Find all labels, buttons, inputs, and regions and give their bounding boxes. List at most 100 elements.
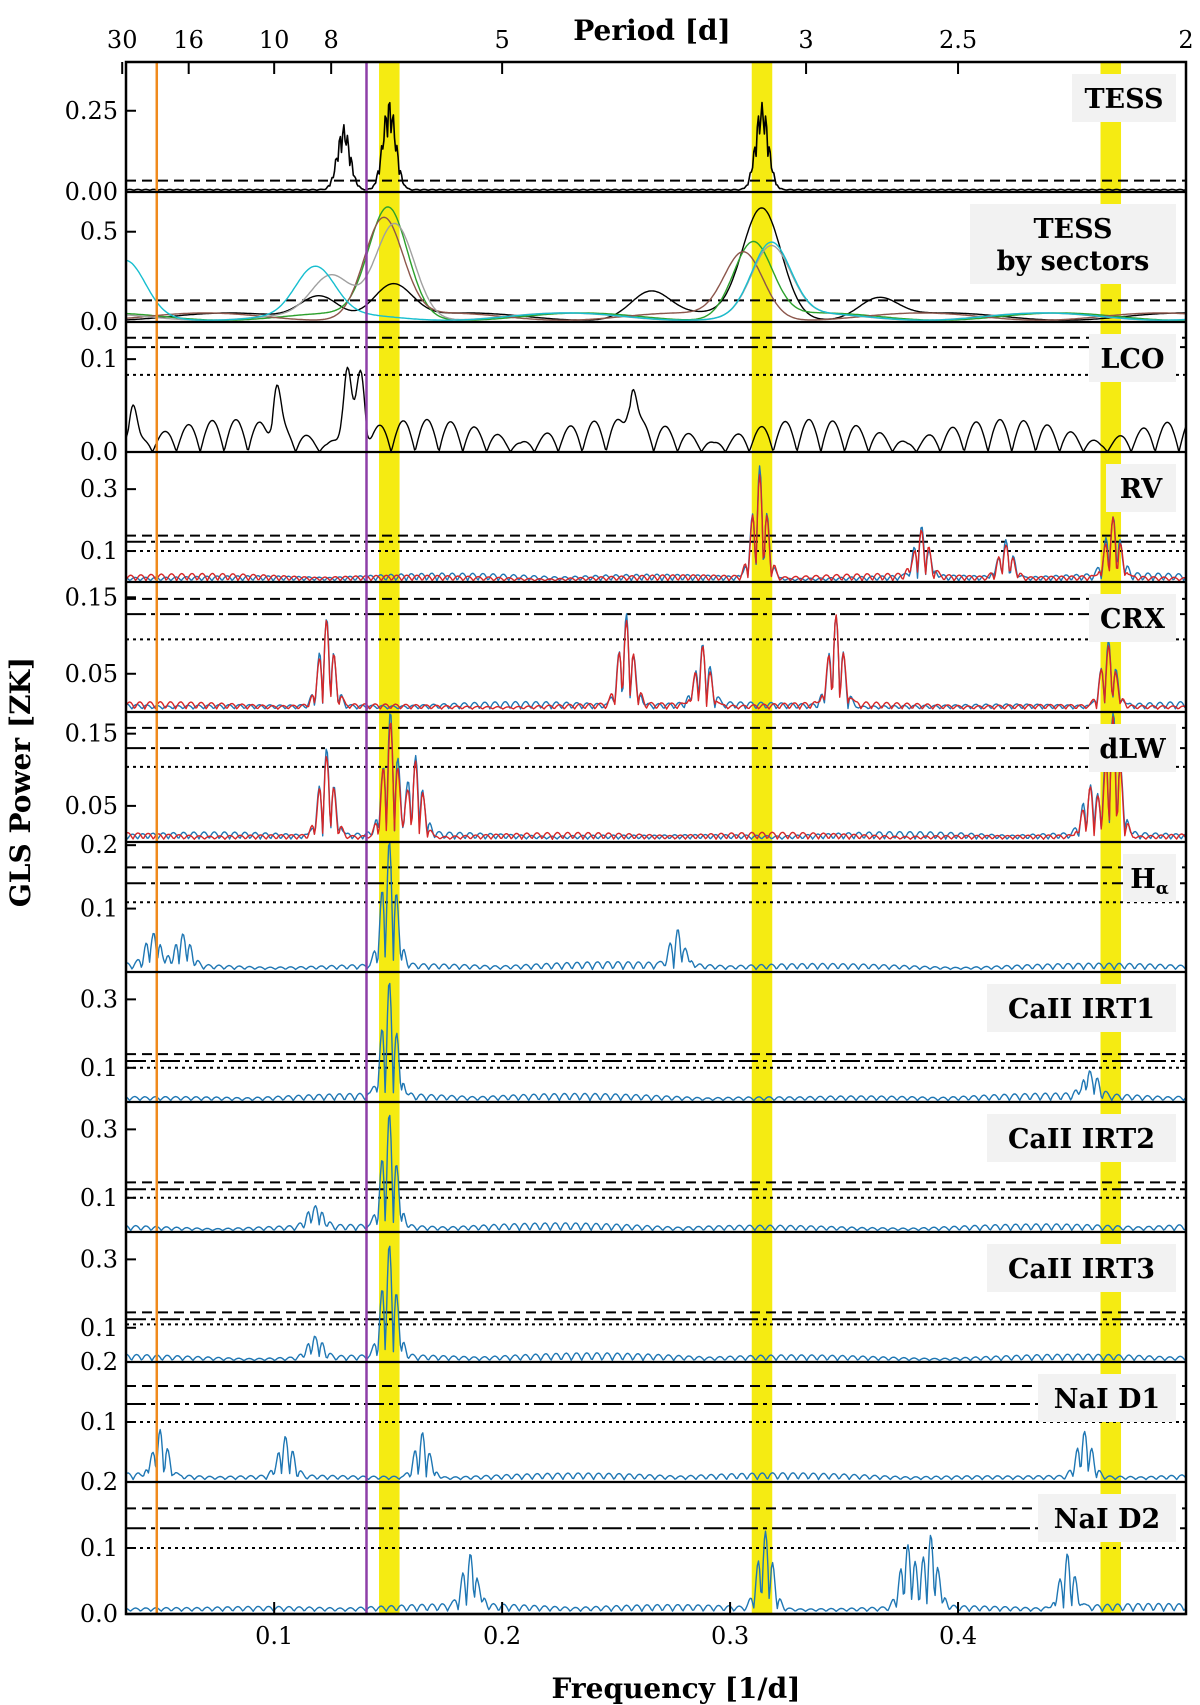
panel-label-box [987, 1114, 1176, 1162]
panel-label: by sectors [997, 246, 1150, 277]
y-tick-label: 0.1 [80, 537, 118, 565]
y-tick-label: 0.5 [80, 218, 118, 246]
y-tick-label: 0.3 [80, 985, 118, 1013]
panel-nai-d2: 0.0 0.1 0.2 [80, 1468, 1187, 1628]
panel-nai-d1: 0.1 0.2 [80, 1348, 1187, 1481]
series-caii-irt2 [125, 1114, 1187, 1232]
top-tick-label: 30 [107, 26, 138, 54]
y-tick-label: 0.0 [80, 1600, 118, 1628]
y-tick-label: 0.00 [65, 178, 118, 206]
y-tick-label: 0.1 [80, 1184, 118, 1212]
panel-label: NaI D1 [1054, 1384, 1160, 1415]
series-dlw-red [125, 716, 1187, 840]
panel-h-alpha: 0.1 0.2 [80, 831, 1187, 971]
panel-label-box [1038, 1374, 1176, 1422]
top-tick-label: 3 [798, 26, 813, 54]
series-sector-green [125, 206, 1186, 321]
x-tick-label: 0.2 [483, 1622, 521, 1650]
series-caii-irt1 [125, 982, 1187, 1102]
y-tick-label: 0.1 [80, 895, 118, 923]
top-axis-title: Period [d] [573, 14, 731, 47]
panel-label-box [1072, 74, 1176, 122]
y-axis-title: GLS Power [ZK] [4, 657, 37, 907]
panel-label: TESS [1084, 84, 1163, 115]
panel-label: TESS [1033, 214, 1112, 245]
series-nai-d2 [125, 1530, 1187, 1613]
top-tick-label: 2.5 [939, 26, 977, 54]
y-tick-label: 0.1 [80, 345, 118, 373]
top-tick-label: 16 [173, 26, 204, 54]
panel-rv: 0.1 0.3 [80, 465, 1187, 582]
y-tick-label: 0.15 [65, 583, 118, 611]
series-crx-blue [126, 613, 1187, 710]
series-crx-red [125, 614, 1187, 710]
y-tick-label: 0.1 [80, 1408, 118, 1436]
periodogram-panels: 0.000.250.00.50.00.10.10.30.050.150.050.… [65, 97, 1187, 1628]
panel-label-box [1038, 1494, 1176, 1542]
y-tick-label: 0.3 [80, 1245, 118, 1273]
series-rv-red [125, 474, 1187, 582]
y-tick-label: 0.1 [80, 1314, 118, 1342]
panel-label-box [1089, 594, 1176, 642]
y-tick-label: 0.1 [80, 1534, 118, 1562]
y-tick-label: 0.05 [65, 660, 118, 688]
series-nai-d1 [125, 1428, 1187, 1481]
series-caii-irt3 [125, 1245, 1187, 1362]
x-tick-label: 0.4 [939, 1622, 977, 1650]
y-tick-label: 0.15 [65, 720, 118, 748]
panel-tess-by-sectors: 0.0 0.5 [80, 206, 1187, 336]
series-dlw-blue [125, 712, 1187, 840]
panel-label-box [1106, 464, 1176, 512]
x-tick-label: 0.1 [255, 1622, 293, 1650]
x-axis-title: Frequency [1/d] [552, 1672, 801, 1705]
panel-lco: 0.0 0.1 [80, 336, 1187, 466]
panel-label-box [1089, 724, 1176, 772]
marker-lines [155, 62, 368, 1614]
panel-label: RV [1120, 474, 1163, 505]
y-tick-label: 0.3 [80, 1115, 118, 1143]
series-tess [125, 101, 1187, 192]
panel-label-box [987, 1244, 1176, 1292]
panel-label: CaII IRT3 [1008, 1254, 1155, 1285]
x-tick-label: 0.3 [711, 1622, 749, 1650]
panel-label: CRX [1100, 604, 1165, 635]
highlight-band-1 [379, 62, 400, 1614]
top-tick-label: 5 [494, 26, 509, 54]
outer-frame [124, 60, 1188, 1616]
series-sector-black [125, 207, 1186, 321]
panel-caii-irt1: 0.1 0.3 [80, 982, 1187, 1102]
series-h-alpha [125, 842, 1187, 971]
panel-label: LCO [1101, 344, 1165, 375]
panel-label: NaI D2 [1054, 1504, 1160, 1535]
y-tick-label: 0.2 [80, 1348, 118, 1376]
y-tick-label: 0.25 [65, 97, 118, 125]
panel-label-box [1089, 334, 1176, 382]
series-sector-cyan [125, 241, 1186, 321]
panel-dlw: 0.05 0.15 [65, 712, 1187, 840]
panel-caii-irt3: 0.1 0.3 [80, 1245, 1187, 1362]
series-lco [125, 366, 1187, 453]
panel-tess: 0.00 0.25 [65, 97, 1187, 206]
top-tick-label: 10 [259, 26, 290, 54]
series-rv-blue [125, 465, 1187, 582]
panel-frames [124, 60, 1188, 1616]
series-sector-brown [125, 216, 1187, 321]
top-tick-label: 8 [324, 26, 339, 54]
y-tick-label: 0.05 [65, 792, 118, 820]
y-tick-label: 0.0 [80, 438, 118, 466]
panel-label: CaII IRT2 [1008, 1124, 1155, 1155]
panel-crx: 0.05 0.15 [65, 583, 1187, 710]
y-tick-label: 0.2 [80, 831, 118, 859]
y-tick-label: 0.3 [80, 475, 118, 503]
panel-label-box [987, 984, 1176, 1032]
panel-label: dLW [1099, 734, 1166, 765]
y-tick-label: 0.2 [80, 1468, 118, 1496]
axes: Frequency [1/d] Period [d] GLS Power [ZK… [4, 14, 1194, 1705]
y-tick-label: 0.1 [80, 1054, 118, 1082]
y-tick-label: 0.0 [80, 308, 118, 336]
panel-label-box [970, 204, 1176, 284]
panel-label-box [1123, 854, 1176, 902]
panel-label: CaII IRT1 [1008, 994, 1155, 1025]
